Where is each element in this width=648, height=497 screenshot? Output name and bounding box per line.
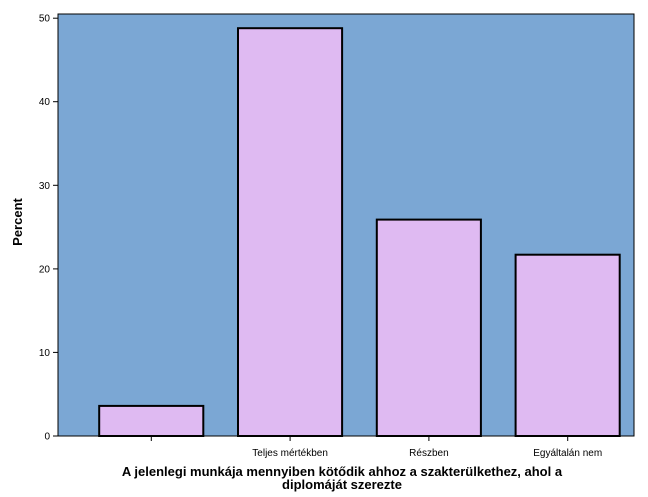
y-axis-title: Percent [10,197,25,245]
x-tick-label-2: Részben [409,448,448,459]
y-tick-label-0: 0 [44,432,50,443]
x-tick-label-3: Egyáltalán nem [533,448,602,459]
y-tick-label-5: 50 [39,14,51,25]
bar-2 [375,218,482,437]
bar-3 [514,253,621,437]
x-axis-title: A jelenlegi munkája mennyiben kötődik ah… [122,464,563,492]
y-tick-label-3: 30 [39,181,51,192]
bar-0 [98,404,205,437]
axes-group: Teljes mértékben Részben Egyáltalán nem 0 10… [39,14,602,459]
y-tick-label-1: 10 [39,348,51,359]
x-tick-label-1: Teljes mértékben [252,448,328,459]
y-tick-label-2: 20 [39,264,51,275]
bars-group [98,27,621,437]
y-tick-label-4: 40 [39,97,51,108]
bar-1 [237,27,344,437]
